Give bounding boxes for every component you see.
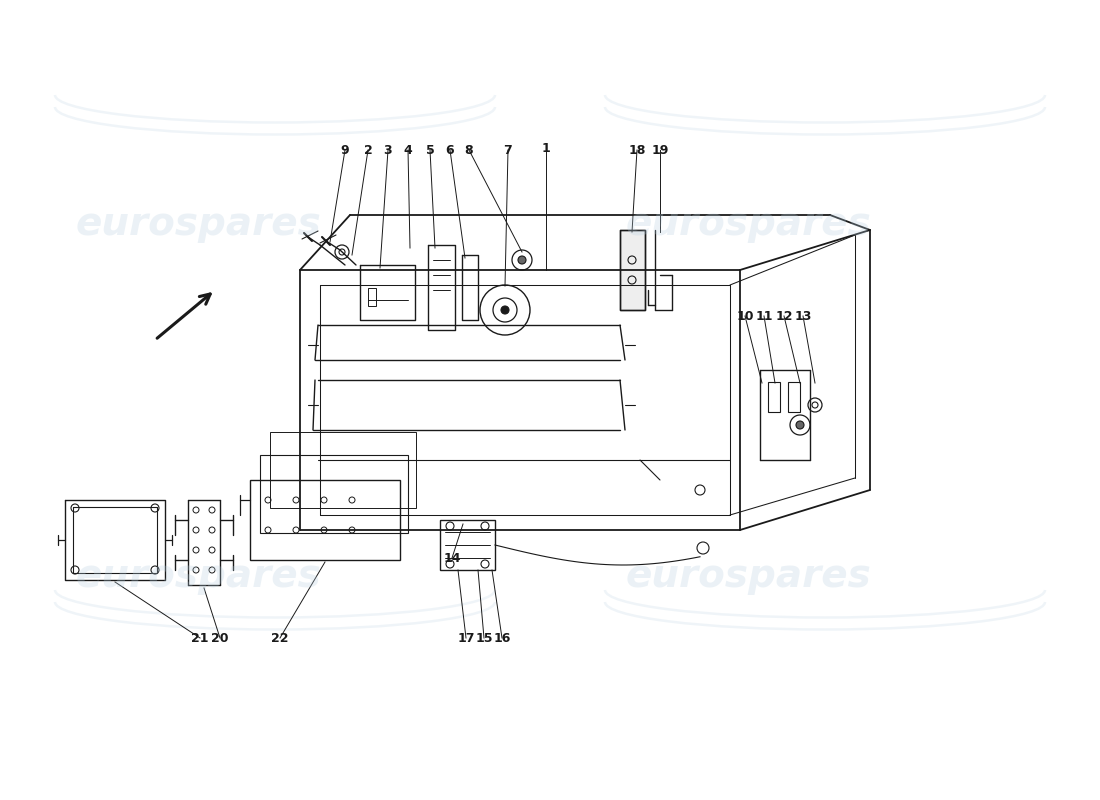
Text: 4: 4 [404,143,412,157]
Bar [440,520,495,570]
Text: 3: 3 [384,143,393,157]
Text: 10: 10 [736,310,754,322]
Bar [250,480,400,560]
Text: 13: 13 [794,310,812,322]
Bar [768,382,780,412]
Text: eurospares: eurospares [75,205,321,243]
Text: 11: 11 [756,310,772,322]
Text: 17: 17 [458,631,475,645]
Text: eurospares: eurospares [625,205,871,243]
Circle shape [796,421,804,429]
Bar [620,230,645,310]
Text: 19: 19 [651,143,669,157]
Text: eurospares: eurospares [625,557,871,595]
Bar [368,288,376,306]
Text: eurospares: eurospares [75,557,321,595]
Text: 16: 16 [493,631,510,645]
Text: 18: 18 [628,143,646,157]
Text: 20: 20 [211,631,229,645]
Bar [788,382,800,412]
Text: 22: 22 [272,631,288,645]
Bar [260,455,408,533]
Text: 1: 1 [541,142,550,154]
Circle shape [518,256,526,264]
Text: 6: 6 [446,143,454,157]
Text: 7: 7 [504,143,513,157]
Bar [270,432,416,508]
Text: 2: 2 [364,143,373,157]
Text: 9: 9 [341,143,350,157]
Text: 21: 21 [191,631,209,645]
Text: 14: 14 [443,551,461,565]
Text: 8: 8 [464,143,473,157]
Text: 15: 15 [475,631,493,645]
Text: 12: 12 [776,310,793,322]
Circle shape [500,306,509,314]
Text: 5: 5 [426,143,434,157]
